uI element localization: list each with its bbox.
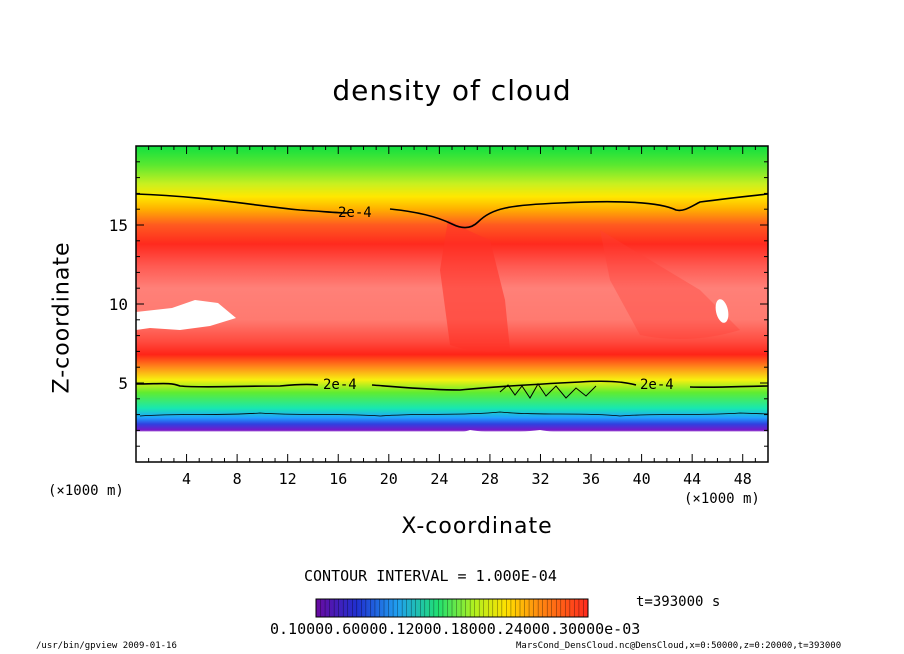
footer-program-date: /usr/bin/gpview 2009-01-16	[36, 641, 177, 651]
contour-label-lower-left: 2e-4	[323, 377, 357, 393]
x-tick-label: 28	[481, 470, 499, 488]
x-tick-label: 20	[380, 470, 398, 488]
plot-frame	[135, 145, 769, 463]
x-tick-label: 48	[734, 470, 752, 488]
colorbar-tick-labels: 0.10000.60000.12000.18000.24000.30000e-0…	[270, 620, 641, 638]
x-tick-label: 8	[233, 470, 242, 488]
x-tick-label: 44	[683, 470, 701, 488]
contour-interval-label: CONTOUR INTERVAL = 1.000E-04	[304, 567, 557, 585]
x-tick-label: 36	[582, 470, 600, 488]
chart-title: density of cloud	[332, 74, 572, 107]
contour-label-upper: 2e-4	[338, 205, 372, 221]
time-label: t=393000 s	[636, 594, 721, 610]
y-tick-label: 5	[118, 374, 128, 393]
density-field	[136, 146, 768, 462]
colorbar-ticks	[315, 599, 589, 617]
footer-data-source: MarsCond_DensCloud.nc@DensCloud,x=0:5000…	[516, 641, 842, 651]
x-axis-ticks: 4 8 12 16 20 24 28 32 36 40 44 48	[148, 146, 756, 488]
contour-label-lower-right: 2e-4	[640, 377, 674, 393]
y-tick-label: 15	[109, 216, 128, 235]
colorbar	[315, 598, 589, 618]
contour-lines	[135, 193, 769, 417]
contour-labels: 2e-4 2e-4 2e-4	[323, 205, 674, 393]
x-axis-label: X-coordinate	[401, 514, 553, 539]
y-axis-label: Z-coordinate	[49, 241, 75, 394]
x-axis-unit: (×1000 m)	[684, 491, 760, 507]
x-tick-label: 32	[531, 470, 549, 488]
y-axis-ticks: 5 10 15	[109, 161, 768, 447]
x-tick-label: 40	[633, 470, 651, 488]
y-axis-unit: (×1000 m)	[48, 483, 124, 499]
x-tick-label: 16	[329, 470, 347, 488]
x-tick-label: 4	[182, 470, 191, 488]
x-tick-label: 24	[430, 470, 448, 488]
x-tick-label: 12	[279, 470, 297, 488]
y-tick-label: 10	[109, 295, 128, 314]
